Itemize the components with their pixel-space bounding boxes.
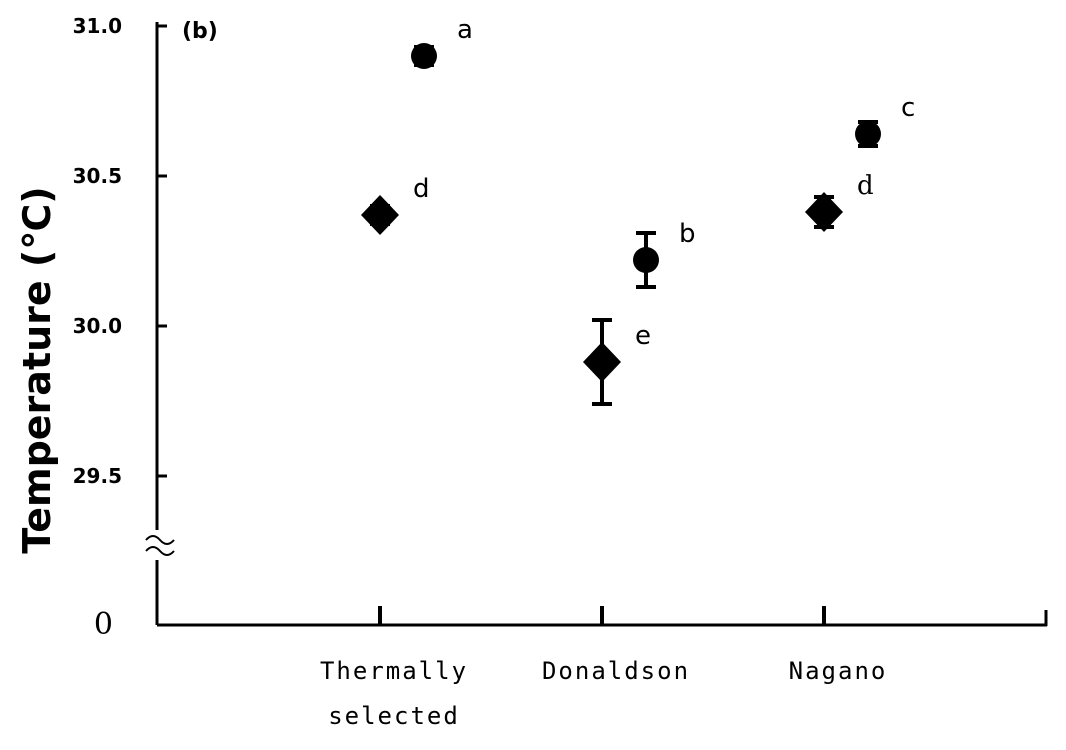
y-ticks: 29.5 30.0 30.5 31.0 (73, 14, 167, 488)
significance-label: e (635, 321, 651, 351)
circle-point (411, 43, 437, 69)
y-tick-label: 29.5 (73, 464, 122, 488)
significance-label: a (457, 15, 473, 45)
significance-label: d (857, 171, 874, 201)
category-label: selected (328, 702, 460, 730)
diamond-point (583, 342, 621, 382)
y-axis-title: Temperature (℃) (15, 186, 59, 553)
significance-label: d (413, 174, 430, 204)
y-zero-label: 0 (94, 607, 113, 642)
significance-label: c (901, 93, 915, 123)
data-marks: a b c d e d (361, 15, 915, 406)
circle-point (633, 247, 659, 273)
significance-label: b (679, 219, 696, 249)
diamond-point (805, 192, 843, 232)
category-label: Thermally (320, 657, 468, 685)
x-ticks (378, 606, 826, 625)
y-tick-label: 30.0 (73, 314, 122, 338)
axis-break-symbol (142, 530, 175, 560)
y-tick-label: 31.0 (73, 14, 122, 38)
diamond-point (361, 195, 399, 235)
y-tick-label: 30.5 (73, 164, 122, 188)
circle-point (855, 121, 881, 147)
category-labels: Thermally selected Donaldson Nagano (320, 657, 888, 730)
panel-label: (b) (182, 19, 218, 44)
category-label: Donaldson (542, 657, 690, 685)
category-label: Nagano (789, 657, 888, 685)
